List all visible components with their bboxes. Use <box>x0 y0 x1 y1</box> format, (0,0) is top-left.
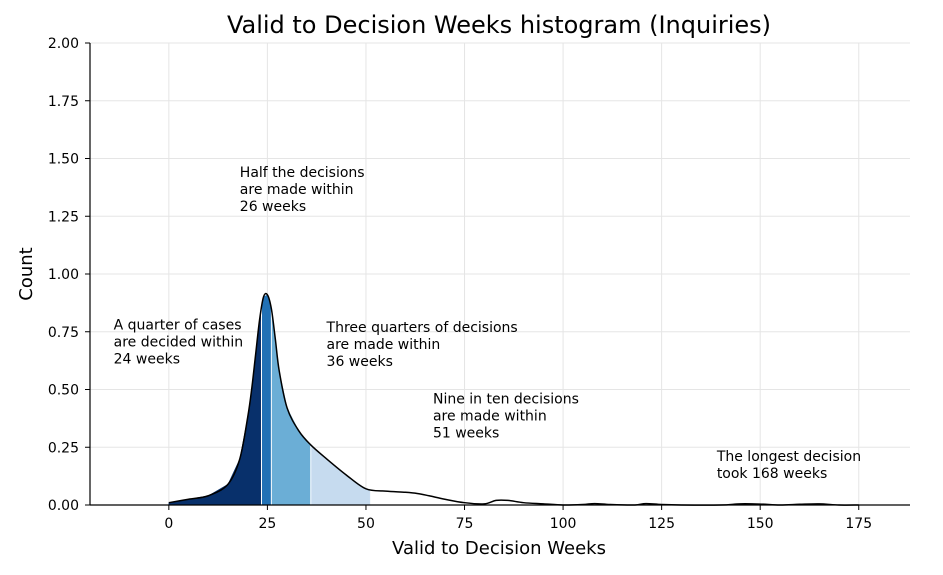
annotation-line: The longest decision <box>716 449 861 465</box>
grid-lines <box>90 42 910 506</box>
tick-labels: 0 25 50 75 100 125 150 175 0.00 0.25 0.50 0.75 1.00 1… <box>48 36 872 532</box>
annotation-2: Half the decisions are made within 26 week… <box>240 165 365 215</box>
y-tick-label: 2.00 <box>48 36 79 52</box>
annotation-5: The longest decision took 168 weeks <box>716 449 861 482</box>
annotation-line: are decided within <box>114 334 243 350</box>
annotation-3: Three quarters of decisions are made with… <box>326 320 518 370</box>
y-tick-label: 0.00 <box>48 498 79 514</box>
y-tick-label: 0.75 <box>48 325 79 341</box>
annotation-line: 51 weeks <box>433 425 499 441</box>
annotation-line: 26 weeks <box>240 199 306 215</box>
y-axis-title: Count <box>16 247 37 300</box>
annotation-line: A quarter of cases <box>114 317 242 333</box>
x-tick-label: 50 <box>357 516 375 532</box>
annotation-line: are made within <box>433 408 547 424</box>
annotation-line: are made within <box>240 182 354 198</box>
y-tick-label: 0.50 <box>48 383 79 399</box>
annotation-line: 36 weeks <box>327 354 393 370</box>
y-tick-label: 0.25 <box>48 440 79 456</box>
x-tick-label: 75 <box>456 516 474 532</box>
y-tick-label: 1.25 <box>48 209 79 225</box>
annotation-line: are made within <box>327 337 441 353</box>
x-tick-label: 0 <box>164 516 173 532</box>
annotation-line: Three quarters of decisions <box>326 320 518 336</box>
x-tick-label: 100 <box>550 516 577 532</box>
annotation-1: A quarter of cases are decided within 24 w… <box>114 317 243 367</box>
x-tick-label: 125 <box>648 516 675 532</box>
annotation-line: 24 weeks <box>114 351 180 367</box>
annotations: A quarter of cases are decided within 24 w… <box>114 165 861 482</box>
density-band-3 <box>271 308 312 506</box>
density-band-2 <box>261 294 272 506</box>
chart-title: Valid to Decision Weeks histogram (Inqui… <box>227 11 771 39</box>
y-tick-label: 1.00 <box>48 267 79 283</box>
x-tick-label: 25 <box>258 516 276 532</box>
annotation-line: Nine in ten decisions <box>433 391 579 407</box>
annotation-4: Nine in ten decisions are made within 51 w… <box>433 391 579 441</box>
y-tick-label: 1.50 <box>48 152 79 168</box>
x-tick-label: 150 <box>747 516 774 532</box>
annotation-line: Half the decisions <box>240 165 365 181</box>
x-axis-title: Valid to Decision Weeks <box>392 538 606 559</box>
y-tick-label: 1.75 <box>48 94 79 110</box>
x-tick-label: 175 <box>845 516 872 532</box>
annotation-line: took 168 weeks <box>717 466 827 482</box>
